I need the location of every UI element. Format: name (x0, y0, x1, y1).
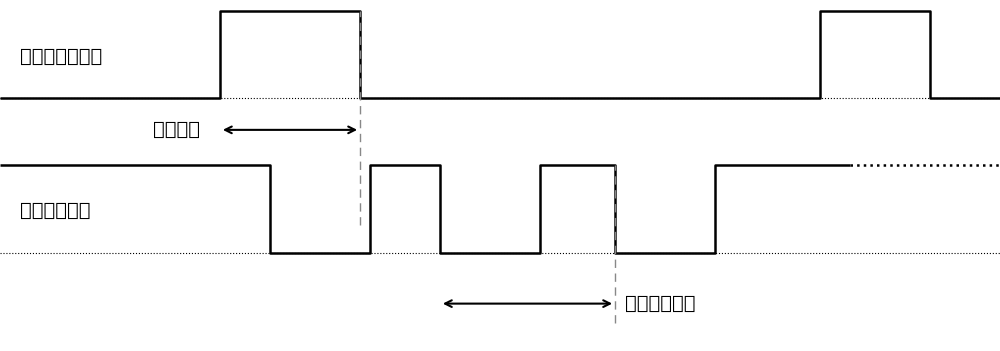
Text: 调整相移: 调整相移 (153, 120, 200, 139)
Text: 调整脉冲间隔: 调整脉冲间隔 (625, 294, 696, 313)
Text: 标准秒脉冲信号: 标准秒脉冲信号 (20, 47, 102, 66)
Text: 同步脉冲信号: 同步脉冲信号 (20, 201, 90, 220)
